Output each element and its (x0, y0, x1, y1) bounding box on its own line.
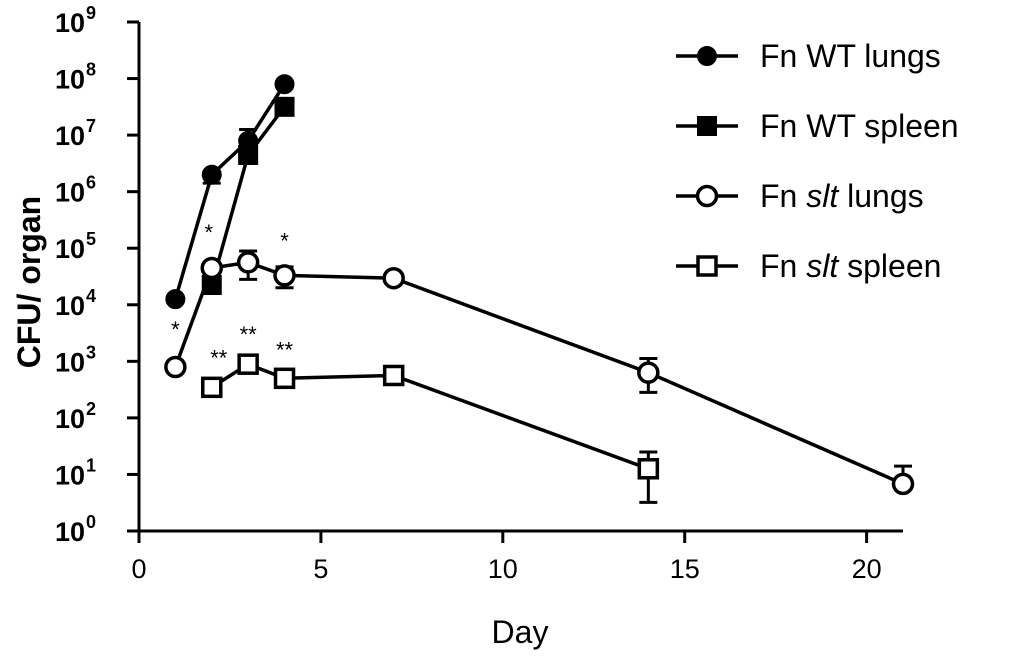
legend-item: Fn slt spleen (676, 248, 941, 284)
data-point (273, 264, 296, 287)
y-tick-label: 102 (55, 399, 96, 434)
y-tick-label: 109 (55, 3, 96, 38)
x-tick-label: 10 (488, 554, 518, 584)
axes (127, 20, 903, 543)
data-point (237, 353, 259, 375)
data-point (382, 266, 405, 290)
y-tick-label: 100 (55, 512, 96, 547)
series-layer (164, 74, 915, 504)
y-tick-label: 106 (55, 173, 96, 208)
significance-mark: ** (276, 337, 294, 362)
y-tick-label: 104 (55, 286, 96, 321)
data-point (273, 367, 296, 390)
y-tick-label: 108 (55, 60, 96, 95)
significance-annotations: * ******** (171, 220, 293, 370)
series-group (201, 96, 295, 295)
x-tick-label: 20 (852, 554, 882, 584)
x-axis-title: Day (492, 614, 549, 650)
data-point (201, 376, 223, 399)
y-tick-label: 103 (55, 342, 96, 377)
legend-marker (697, 46, 717, 66)
data-point (201, 164, 222, 185)
data-point (891, 472, 915, 496)
legend-label: Fn slt lungs (760, 178, 924, 214)
legend-label: Fn slt spleen (760, 248, 941, 284)
legend-item: Fn WT spleen (676, 108, 959, 144)
data-point (637, 458, 660, 480)
legend-item: Fn slt lungs (676, 178, 924, 214)
legend-label: Fn WT spleen (760, 108, 959, 144)
y-tick-label: 105 (55, 229, 96, 264)
series-group (201, 353, 660, 504)
data-point (238, 144, 259, 165)
series-group (164, 249, 915, 496)
data-point (164, 355, 187, 379)
data-point (382, 364, 405, 387)
data-point (274, 96, 295, 117)
y-tick-label: 101 (55, 455, 96, 490)
x-tick-labels: 0 5 10 15 20 (131, 554, 881, 584)
significance-mark: ** (240, 322, 258, 347)
significance-mark: * (280, 228, 289, 253)
legend-marker (695, 184, 719, 208)
data-point (165, 289, 186, 310)
significance-mark: * (171, 317, 180, 342)
legend-label: Fn WT lungs (760, 38, 941, 74)
series-line (173, 83, 286, 300)
x-tick-label: 15 (670, 554, 700, 584)
data-point (236, 251, 260, 274)
x-tick-label: 0 (131, 554, 146, 584)
data-point (274, 74, 295, 95)
significance-mark: * (204, 220, 213, 245)
legend-marker (696, 255, 718, 277)
data-point (200, 256, 224, 280)
legend-marker (697, 116, 717, 136)
significance-mark: ** (210, 345, 228, 370)
y-tick-labels: 100 101 102 103 104 105 106 107 108 109 (55, 3, 96, 547)
legend: Fn WT lungs Fn WT spleen Fn slt lungs Fn sl… (676, 38, 959, 284)
y-axis-title: CFU/ organ (11, 196, 47, 368)
x-tick-label: 5 (313, 554, 328, 584)
y-tick-label: 107 (55, 116, 96, 151)
legend-item: Fn WT lungs (676, 38, 941, 74)
data-point (637, 361, 660, 384)
